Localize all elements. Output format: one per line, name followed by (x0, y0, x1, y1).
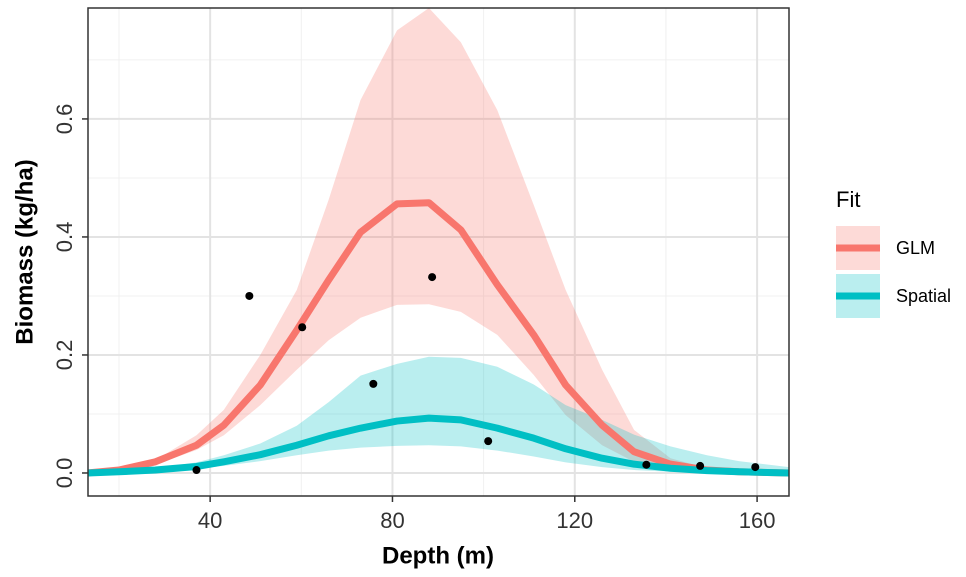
y-tick-label: 0.2 (52, 340, 77, 371)
y-tick-label: 0.4 (52, 222, 77, 253)
legend-title: Fit (836, 187, 860, 212)
legend-label: GLM (896, 238, 935, 258)
point (245, 291, 254, 300)
point (642, 460, 651, 469)
x-tick-label: 40 (198, 508, 222, 533)
line (88, 199, 789, 477)
x-tick-label: 160 (739, 508, 776, 533)
x-tick-label: 120 (556, 508, 593, 533)
y-tick-label: 0.0 (52, 458, 77, 489)
y-tick-label: 0.6 (52, 104, 77, 135)
ribbon (88, 8, 789, 473)
point (428, 273, 437, 282)
legend-label: Spatial (896, 286, 951, 306)
ribbon (88, 356, 789, 473)
line (88, 414, 789, 477)
point (696, 461, 705, 470)
y-axis-title: Biomass (kg/ha) (11, 159, 38, 344)
point (369, 379, 378, 388)
x-axis-title: Depth (m) (382, 542, 494, 569)
point (484, 437, 493, 446)
point (751, 463, 760, 472)
point (298, 323, 307, 332)
plot-background (88, 8, 789, 496)
plot-layer (88, 8, 789, 477)
x-tick-label: 80 (380, 508, 404, 533)
plot-border (87, 7, 790, 497)
point (192, 466, 201, 475)
